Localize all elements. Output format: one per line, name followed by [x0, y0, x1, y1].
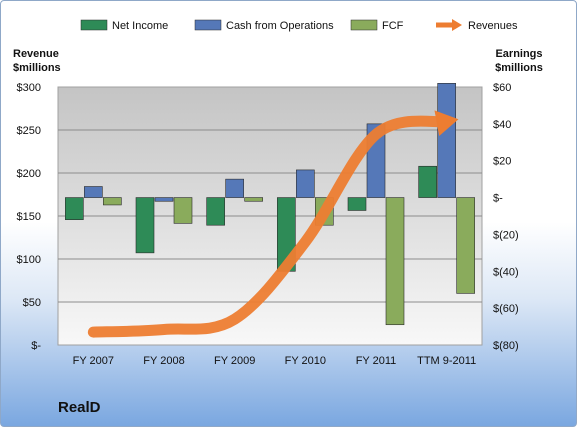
- bar-net-income: [135, 197, 155, 254]
- bar-fcf: [385, 197, 405, 326]
- legend-swatch: [350, 19, 378, 31]
- revenue-line: [87, 115, 453, 338]
- legend-item-net-income: Net Income: [80, 19, 168, 32]
- legend: Net Income Cash from Operations FCF Revenue…: [80, 19, 518, 32]
- right-tick-label: $20: [493, 156, 511, 168]
- bar-cash-from-operations: [225, 178, 244, 198]
- right-tick-label: $-: [493, 193, 503, 205]
- bar-net-income: [418, 165, 437, 198]
- right-tick-label: $(80): [493, 340, 519, 352]
- bar-net-income: [65, 197, 84, 220]
- bar-cash-from-operations: [154, 197, 174, 202]
- legend-label: Revenues: [468, 20, 518, 32]
- x-tick-label: FY 2007: [73, 355, 114, 367]
- x-tick-label: FY 2009: [214, 355, 255, 367]
- left-axis-title: $millions: [13, 62, 61, 74]
- legend-swatch: [80, 19, 108, 31]
- legend-swatch: [194, 19, 222, 31]
- bar-fcf: [173, 197, 193, 224]
- left-tick-label: $300: [17, 82, 41, 94]
- bar-cash-from-operations: [84, 186, 103, 198]
- right-tick-label: $40: [493, 119, 511, 131]
- revenue-arrowhead: [434, 110, 459, 136]
- company-name: RealD: [58, 399, 101, 416]
- legend-label: Cash from Operations: [226, 20, 334, 32]
- left-axis: $- $50 $100 $150 $200 $250 $300: [17, 82, 42, 352]
- bar-fcf: [244, 197, 263, 202]
- legend-item-fcf: FCF: [350, 19, 404, 32]
- bar-fcf: [103, 197, 122, 206]
- bar-net-income: [206, 197, 225, 226]
- left-tick-label: $200: [17, 168, 41, 180]
- gridlines: [58, 129, 482, 303]
- revenue-line-group: [87, 110, 459, 338]
- right-tick-label: $(20): [493, 229, 519, 241]
- right-tick-label: $(60): [493, 303, 519, 315]
- left-tick-label: $100: [17, 254, 41, 266]
- x-tick-label: FY 2008: [143, 355, 184, 367]
- axis-titles: Revenue $millions Earnings $millions: [13, 48, 543, 74]
- left-tick-label: $150: [17, 211, 41, 223]
- x-axis: FY 2007 FY 2008 FY 2009 FY 2010 FY 2011 TTM 9…: [73, 355, 477, 367]
- left-tick-label: $250: [17, 125, 41, 137]
- legend-swatch-arrow: [452, 19, 462, 31]
- left-axis-title: Revenue: [13, 48, 59, 60]
- x-tick-label: FY 2011: [356, 355, 397, 367]
- right-tick-label: $60: [493, 82, 511, 94]
- right-axis: $60 $40 $20 $- $(20) $(40) $(60) $(80): [493, 82, 519, 352]
- left-tick-label: $-: [31, 340, 41, 352]
- legend-item-cash-from-operations: Cash from Operations: [194, 19, 334, 32]
- bar-fcf: [456, 197, 475, 294]
- legend-label: FCF: [382, 20, 404, 32]
- bar-net-income: [347, 197, 367, 211]
- right-tick-label: $(40): [493, 266, 519, 278]
- bar-cash-from-operations: [437, 83, 456, 198]
- x-tick-label: TTM 9-2011: [417, 355, 476, 367]
- x-tick-label: FY 2010: [285, 355, 326, 367]
- right-axis-title: Earnings: [495, 48, 542, 60]
- legend-item-revenues: Revenues: [436, 19, 518, 32]
- left-tick-label: $50: [23, 297, 41, 309]
- legend-label: Net Income: [112, 20, 168, 32]
- bar-cash-from-operations: [296, 169, 315, 198]
- right-axis-title: $millions: [495, 62, 543, 74]
